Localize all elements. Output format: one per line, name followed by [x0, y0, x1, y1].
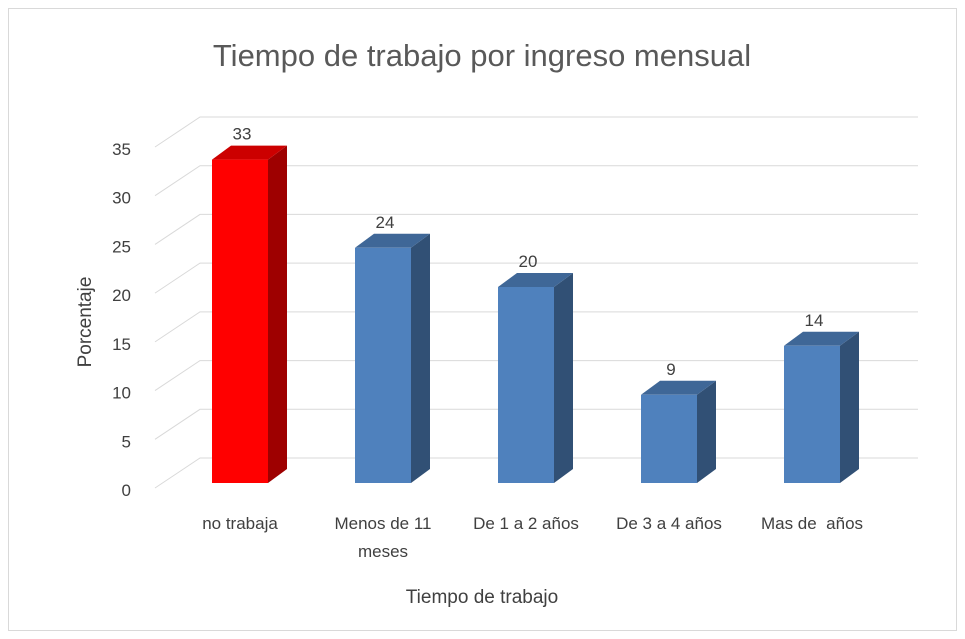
bar	[355, 247, 411, 483]
data-label: 33	[233, 125, 252, 144]
x-tick-label: De 1 a 2 años	[473, 514, 579, 533]
bar-top	[784, 331, 859, 346]
y-tick-label: 35	[112, 140, 131, 159]
bar-side	[840, 331, 859, 483]
grid-line	[154, 311, 918, 343]
y-axis-title: Porcentaje	[75, 277, 96, 368]
y-tick-label: 10	[112, 384, 131, 403]
bar	[498, 287, 554, 483]
bar	[641, 394, 697, 483]
grid-line	[154, 360, 918, 391]
x-tick-label: Menos de 11 meses	[334, 514, 437, 561]
chart-border	[8, 8, 957, 631]
bar-side	[554, 273, 573, 483]
x-axis-title: Tiempo de trabajo	[406, 587, 558, 608]
bar-top	[355, 233, 430, 248]
data-label: 20	[519, 252, 538, 271]
bar-top	[498, 273, 573, 287]
grid-line	[154, 262, 918, 294]
grid-line	[154, 213, 918, 245]
bar	[212, 159, 268, 483]
data-label: 24	[376, 213, 395, 232]
y-tick-label: 20	[112, 286, 131, 305]
grid-line	[154, 165, 918, 197]
bar	[784, 345, 840, 483]
data-label: 9	[666, 360, 675, 379]
y-tick-label: 5	[122, 432, 131, 451]
y-tick-label: 15	[112, 335, 131, 354]
x-tick-label: no trabaja	[202, 514, 278, 533]
y-tick-label: 0	[122, 481, 131, 500]
chart-title: Tiempo de trabajo por ingreso mensual	[213, 38, 751, 73]
y-tick-label: 25	[112, 237, 131, 256]
y-tick-label: 30	[112, 189, 131, 208]
grid-line	[154, 116, 918, 148]
bar-side	[411, 233, 430, 483]
bar-top	[641, 380, 716, 395]
bar-side	[697, 380, 716, 483]
bar-top	[212, 145, 287, 160]
data-label: 14	[805, 311, 824, 330]
bar-side	[268, 145, 287, 483]
x-tick-label: Mas de años	[760, 514, 864, 533]
x-tick-label: De 3 a 4 años	[616, 514, 722, 533]
